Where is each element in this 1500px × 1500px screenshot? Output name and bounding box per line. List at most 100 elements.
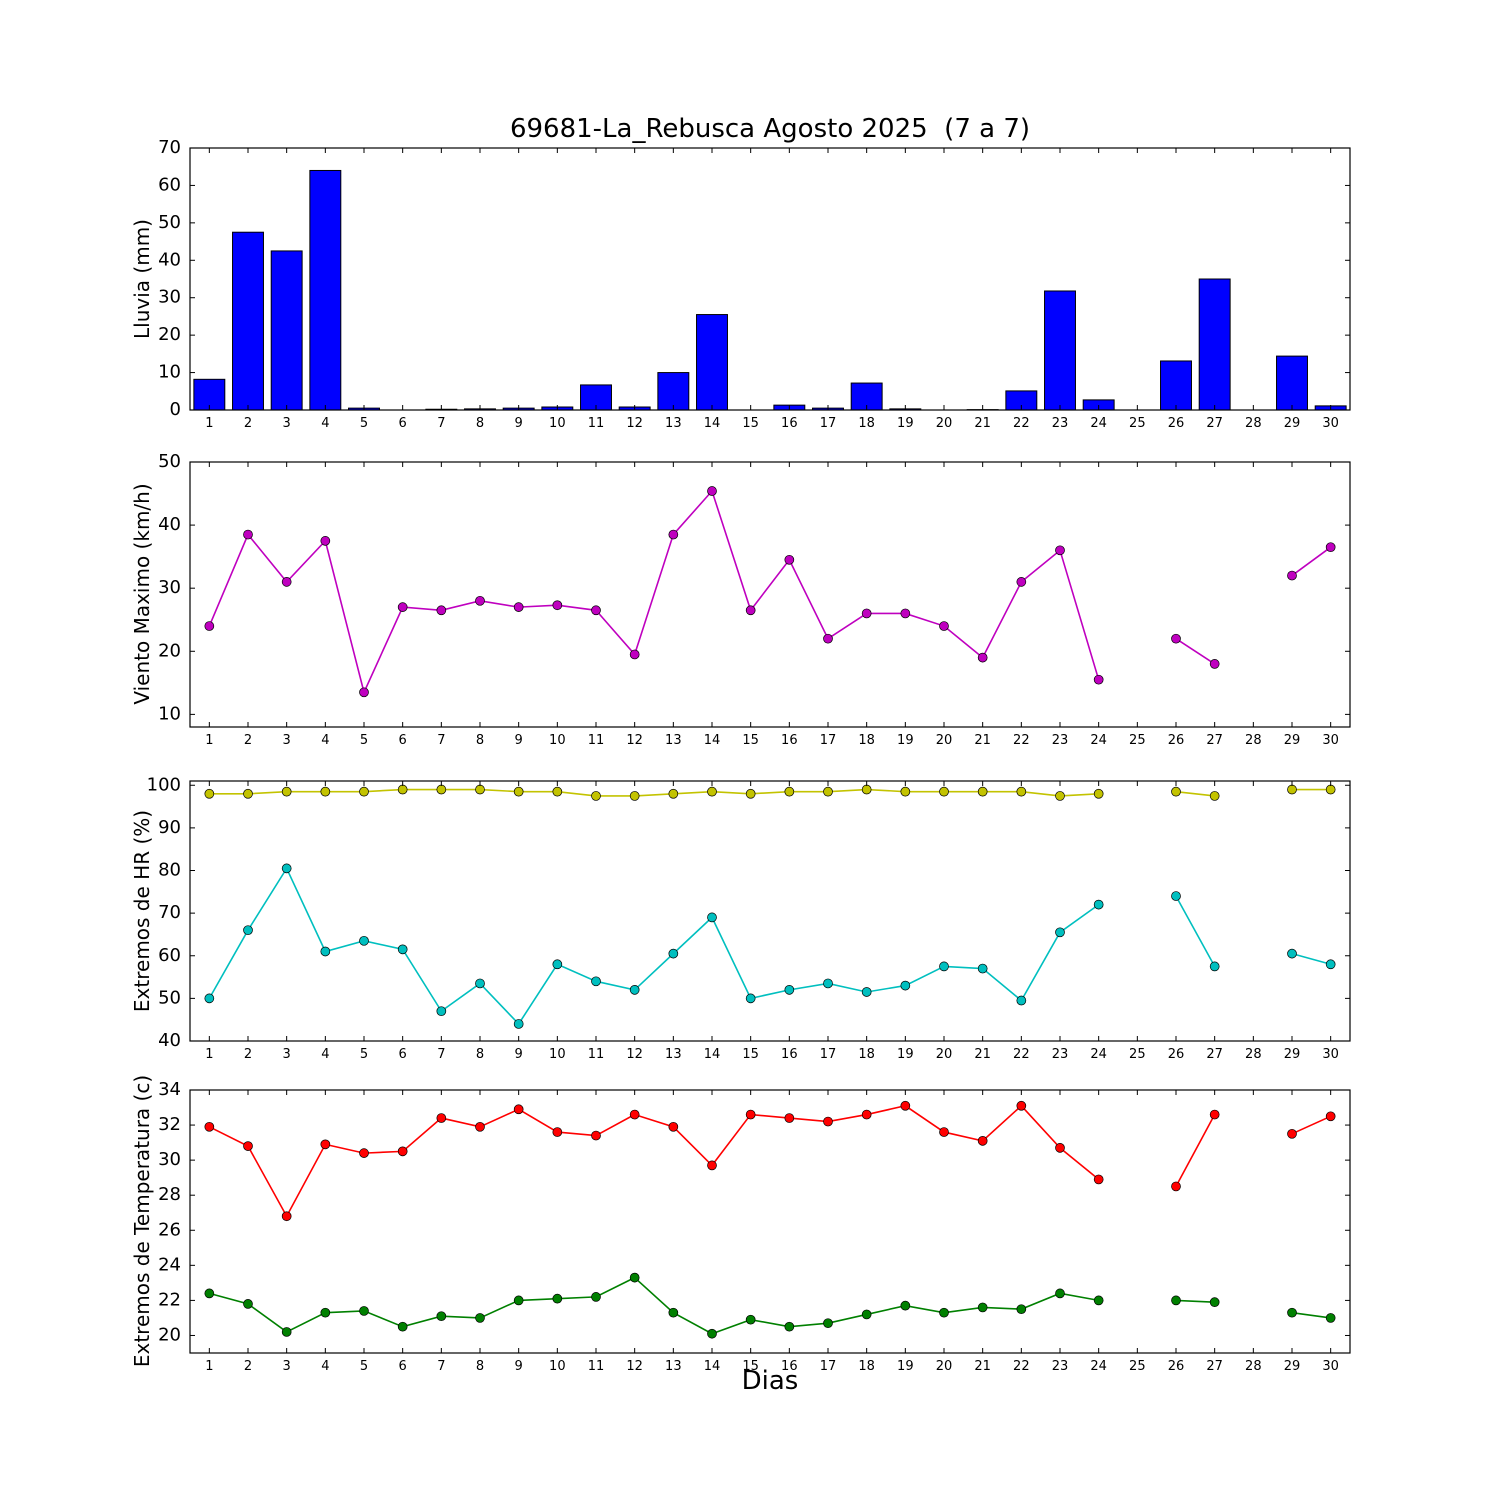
temperatura-x-tick-label: 20 (936, 1359, 953, 1374)
viento-maximo-point-day-21 (977, 652, 988, 663)
hr-x-tick-label: 12 (626, 1047, 643, 1062)
hr-x-tick-label: 15 (742, 1047, 759, 1062)
hr-x-tick-label: 22 (1013, 1047, 1030, 1062)
temperatura-x-tick-label: 22 (1013, 1359, 1030, 1374)
lluvia-x-tick-label: 17 (820, 416, 837, 431)
viento-x-tick-label: 22 (1013, 733, 1030, 748)
hr-x-tick-label: 19 (897, 1047, 914, 1062)
temperatura-minima-point-day-11 (591, 1292, 601, 1302)
temperatura-x-tick-label: 19 (897, 1359, 914, 1374)
temperatura-x-tick-label: 7 (437, 1359, 445, 1374)
hr-maxima-point-day-4 (320, 786, 331, 797)
hr-x-tick-label: 20 (936, 1047, 953, 1062)
temperatura-maxima-point-day-24 (1093, 1174, 1104, 1185)
temperatura-y-tick-label: 20 (158, 1324, 181, 1345)
viento-y-tick-label: 20 (158, 640, 181, 661)
hr-minima-point-day-9 (513, 1019, 524, 1029)
hr-subplot: 1 2 3 4 5 6 7 8 9 10 11 12 13 14 15 16 17 18 19 20 21 22 23 24 2… (147, 774, 1351, 1062)
viento-maximo-point-day-1 (204, 621, 215, 631)
viento-maximo-point-day-4 (320, 536, 331, 546)
temperatura-x-tick-label: 15 (742, 1359, 759, 1374)
temperatura-x-tick-label: 9 (515, 1359, 523, 1374)
viento-maximo-point-day-26 (1171, 633, 1181, 644)
hr-maxima-point-day-10 (552, 786, 563, 797)
temperatura-maxima-point-day-20 (939, 1127, 949, 1137)
temperatura-maxima-line (208, 1104, 1100, 1218)
viento-axes-frame (189, 461, 1351, 728)
hr-maxima-point-day-21 (977, 786, 988, 797)
viento-maximo-point-day-22 (1016, 577, 1027, 587)
hr-minima-point-day-16 (784, 985, 795, 995)
viento-maximo-point-day-24 (1093, 674, 1104, 685)
temperatura-maxima-point-day-30 (1325, 1111, 1336, 1122)
temperatura-maxima-point-day-29 (1287, 1128, 1297, 1139)
hr-maxima-point-day-29 (1287, 784, 1297, 795)
viento-maximo-point-day-3 (281, 577, 292, 587)
viento-maximo-point-day-9 (513, 602, 524, 612)
hr-x-tick-label: 10 (549, 1047, 566, 1062)
hr-minima-point-day-20 (939, 961, 949, 972)
viento-x-tick-label: 4 (321, 733, 329, 748)
viento-x-tick-label: 17 (820, 733, 837, 748)
hr-minima-point-day-15 (745, 993, 756, 1004)
viento-maximo-point-day-2 (243, 529, 253, 540)
hr-minima-point-day-26 (1171, 891, 1181, 901)
hr-maxima-point-day-27 (1209, 791, 1220, 801)
lluvia-subplot: 1 2 3 4 5 6 7 8 9 10 11 12 13 14 15 16 17 18 19 20 21 22 23 24 2… (158, 137, 1351, 431)
hr-x-tick-label: 6 (399, 1047, 407, 1062)
viento-maximo-point-day-30 (1325, 542, 1336, 553)
hr-minima-point-day-10 (552, 959, 563, 970)
temperatura-maxima-point-day-27 (1209, 1109, 1220, 1120)
temperatura-maxima-point-day-8 (475, 1121, 485, 1132)
hr-y-tick-label: 90 (158, 817, 181, 838)
hr-maxima-point-day-5 (359, 786, 369, 797)
temperatura-minima-point-day-20 (939, 1307, 949, 1318)
hr-maxima-point-day-23 (1055, 791, 1065, 801)
hr-minima-point-day-8 (475, 978, 485, 989)
viento-y-tick-label: 10 (158, 703, 181, 724)
hr-minima-point-day-12 (629, 985, 640, 995)
temperatura-x-tick-label: 5 (360, 1359, 368, 1374)
lluvia-bar-day-13 (657, 372, 690, 411)
hr-maxima-point-day-12 (629, 791, 640, 801)
temperatura-maxima-point-day-4 (320, 1139, 331, 1150)
viento-maximo-point-day-8 (475, 595, 485, 606)
lluvia-axes-frame (189, 147, 1351, 411)
temperatura-minima-line (1175, 1299, 1215, 1303)
viento-x-tick-label: 1 (205, 733, 213, 748)
hr-x-tick-label: 28 (1245, 1047, 1262, 1062)
viento-x-tick-label: 13 (665, 733, 682, 748)
temperatura-maxima-point-day-9 (513, 1104, 524, 1115)
viento-y-tick-label: 50 (158, 451, 181, 472)
lluvia-y-tick-label: 70 (158, 137, 181, 158)
hr-maxima-point-day-20 (939, 786, 949, 797)
temperatura-minima-point-day-26 (1171, 1295, 1181, 1306)
lluvia-x-tick-label: 11 (588, 416, 605, 431)
hr-maxima-point-day-16 (784, 786, 795, 797)
viento-x-tick-label: 23 (1052, 733, 1069, 748)
lluvia-x-tick-label: 29 (1284, 416, 1301, 431)
temperatura-minima-point-day-27 (1209, 1297, 1220, 1308)
temperatura-maxima-point-day-18 (861, 1109, 872, 1120)
temperatura-maxima-point-day-11 (591, 1130, 601, 1141)
hr-x-tick-label: 7 (437, 1047, 445, 1062)
lluvia-x-tick-label: 25 (1129, 416, 1146, 431)
temperatura-axes-frame (189, 1089, 1351, 1354)
lluvia-y-tick-label: 10 (158, 362, 181, 383)
hr-y-tick-label: 80 (158, 860, 181, 881)
temperatura-x-tick-label: 6 (399, 1359, 407, 1374)
temperatura-minima-point-day-6 (397, 1321, 408, 1332)
viento-x-tick-label: 7 (437, 733, 445, 748)
temperatura-minima-point-day-15 (745, 1314, 756, 1325)
temperatura-minima-point-day-7 (436, 1311, 447, 1322)
hr-x-tick-label: 13 (665, 1047, 682, 1062)
temperatura-maxima-point-day-22 (1016, 1100, 1027, 1111)
hr-minima-point-day-22 (1016, 995, 1027, 1006)
viento-maximo-point-day-29 (1287, 570, 1297, 581)
hr-x-tick-label: 11 (588, 1047, 605, 1062)
lluvia-x-tick-label: 13 (665, 416, 682, 431)
temperatura-minima-point-day-22 (1016, 1304, 1027, 1315)
temperatura-x-tick-label: 8 (476, 1359, 484, 1374)
hr-maxima-point-day-30 (1325, 784, 1336, 795)
